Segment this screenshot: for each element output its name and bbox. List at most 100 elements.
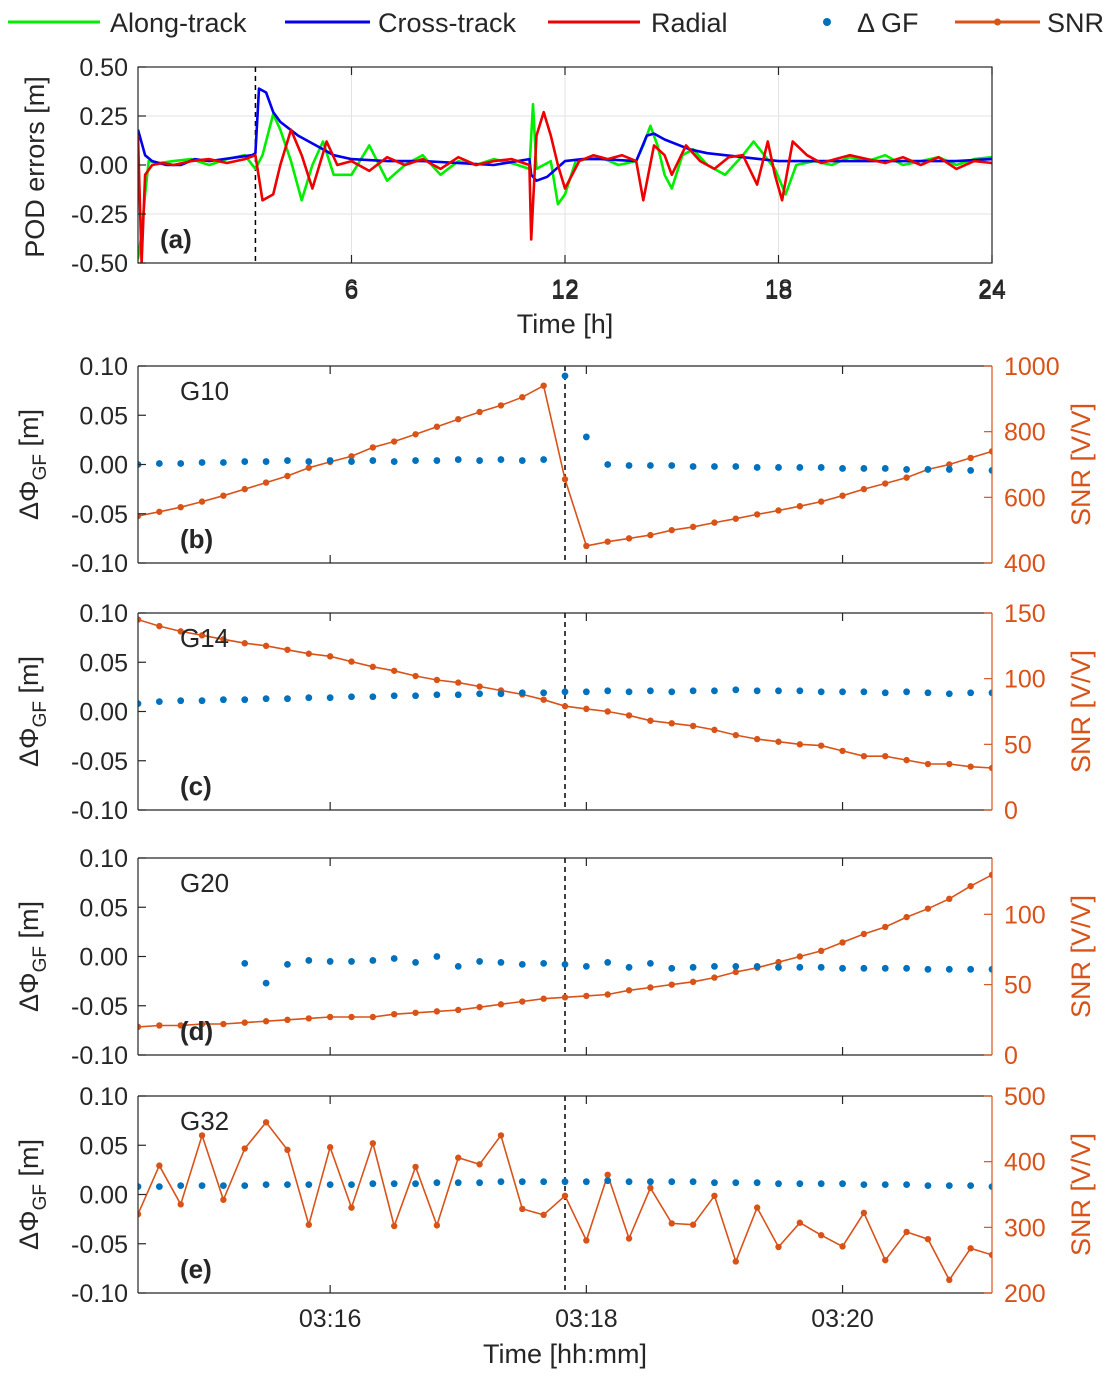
gf-point	[839, 465, 846, 472]
gf-point	[348, 693, 355, 701]
ytick-label: -0.50	[71, 250, 128, 278]
ytick-label: 0.10	[79, 353, 128, 381]
snr-point	[497, 1001, 505, 1008]
gf-point	[839, 688, 846, 696]
gf-point	[988, 965, 992, 973]
y2-axis-title: SNR [V/V]	[1066, 403, 1096, 526]
gf-point	[561, 960, 569, 968]
snr-point	[604, 1171, 611, 1179]
gf-point	[284, 1181, 291, 1189]
gf-point	[241, 959, 249, 967]
gf-point	[326, 1181, 334, 1189]
snr-point	[988, 1251, 992, 1259]
gf-point	[198, 697, 206, 705]
gf-point	[924, 1182, 932, 1190]
gf-point	[732, 463, 740, 470]
snr-point	[198, 1132, 206, 1139]
snr-point	[796, 1219, 804, 1226]
ytick-label: 0.05	[79, 1132, 128, 1160]
ytick2-label: 0	[1004, 797, 1018, 825]
gf-point	[881, 964, 889, 972]
gf-point	[561, 688, 569, 696]
y-axis-title-unit: [m]	[14, 1139, 44, 1184]
legend-swatch-dot	[823, 18, 831, 26]
snr-point	[177, 628, 184, 635]
snr-point	[369, 444, 377, 451]
snr-point	[177, 1022, 184, 1029]
snr-point	[796, 502, 804, 510]
ytick-label: 0.00	[79, 1182, 128, 1210]
gf-point	[817, 464, 825, 471]
snr-point	[689, 978, 697, 986]
snr-point	[262, 479, 270, 486]
gf-point	[177, 460, 185, 467]
gf-point	[711, 463, 718, 470]
gf-point	[241, 1182, 249, 1190]
gf-point	[988, 1183, 992, 1191]
gf-point	[220, 459, 227, 466]
gf-point	[945, 1182, 953, 1190]
gf-point	[967, 467, 975, 474]
snr-point	[604, 708, 611, 715]
snr-point	[818, 947, 825, 955]
snr-point	[604, 538, 611, 545]
gf-point	[476, 1179, 483, 1187]
gf-point	[348, 458, 355, 465]
gf-point	[945, 690, 953, 698]
gf-point	[305, 458, 313, 465]
gf-point	[155, 698, 163, 706]
snr-point	[946, 461, 953, 468]
snr-point	[967, 882, 974, 890]
gf-point	[412, 692, 419, 700]
gf-point	[138, 700, 142, 708]
snr-point	[753, 1204, 761, 1211]
y-axis-title: ΔΦGF [m]	[14, 1139, 51, 1250]
snr-point	[433, 1222, 441, 1229]
ytick2-label: 400	[1004, 1149, 1046, 1177]
snr-point	[138, 1023, 142, 1031]
gf-point	[924, 965, 932, 973]
gf-point	[454, 962, 462, 970]
gf-point	[497, 690, 505, 698]
xtick-label: 12	[551, 277, 579, 305]
snr-point	[561, 476, 569, 483]
gf-point	[155, 1183, 163, 1191]
snr-point	[988, 871, 992, 879]
gf-point	[305, 1181, 313, 1189]
ytick-label: 0.05	[79, 894, 128, 922]
legend-item-radial: Radial	[548, 8, 728, 38]
snr-point	[391, 667, 398, 674]
snr-point	[775, 958, 782, 966]
x-axis-title: Time [hh:mm]	[483, 1339, 647, 1369]
snr-point	[369, 1140, 377, 1147]
snr-point	[732, 515, 739, 522]
gf-point	[689, 963, 697, 971]
snr-point	[604, 991, 611, 998]
snr-point	[519, 393, 526, 401]
snr-point	[647, 984, 654, 991]
gf-point	[945, 466, 953, 473]
legend-label: Along-track	[110, 8, 247, 38]
gf-point	[262, 458, 270, 465]
snr-point	[262, 1119, 270, 1126]
xtick-label: 18	[765, 275, 793, 303]
snr-point	[561, 703, 569, 710]
snr-point	[156, 508, 163, 515]
gf-point	[476, 958, 483, 965]
ytick-label: 0.00	[79, 452, 128, 480]
ytick-label: 0.25	[79, 103, 128, 131]
legend-swatch-marker	[994, 18, 1001, 26]
snr-point	[647, 1184, 654, 1192]
panel-d: -0.10 -0.05 0.00 0.05 0.10 0 50 100 ΔΦGF [m] SNR …	[14, 845, 1096, 1070]
gf-point	[860, 688, 868, 696]
y2-axis-title: SNR [V/V]	[1066, 1133, 1096, 1256]
gf-point	[138, 1183, 142, 1191]
snr-point	[967, 454, 974, 462]
gf-point	[284, 457, 291, 464]
snr-point	[391, 1222, 398, 1230]
snr-point	[839, 1243, 846, 1250]
gf-point	[604, 959, 612, 966]
gf-point	[412, 959, 419, 966]
gf-point	[433, 457, 441, 464]
